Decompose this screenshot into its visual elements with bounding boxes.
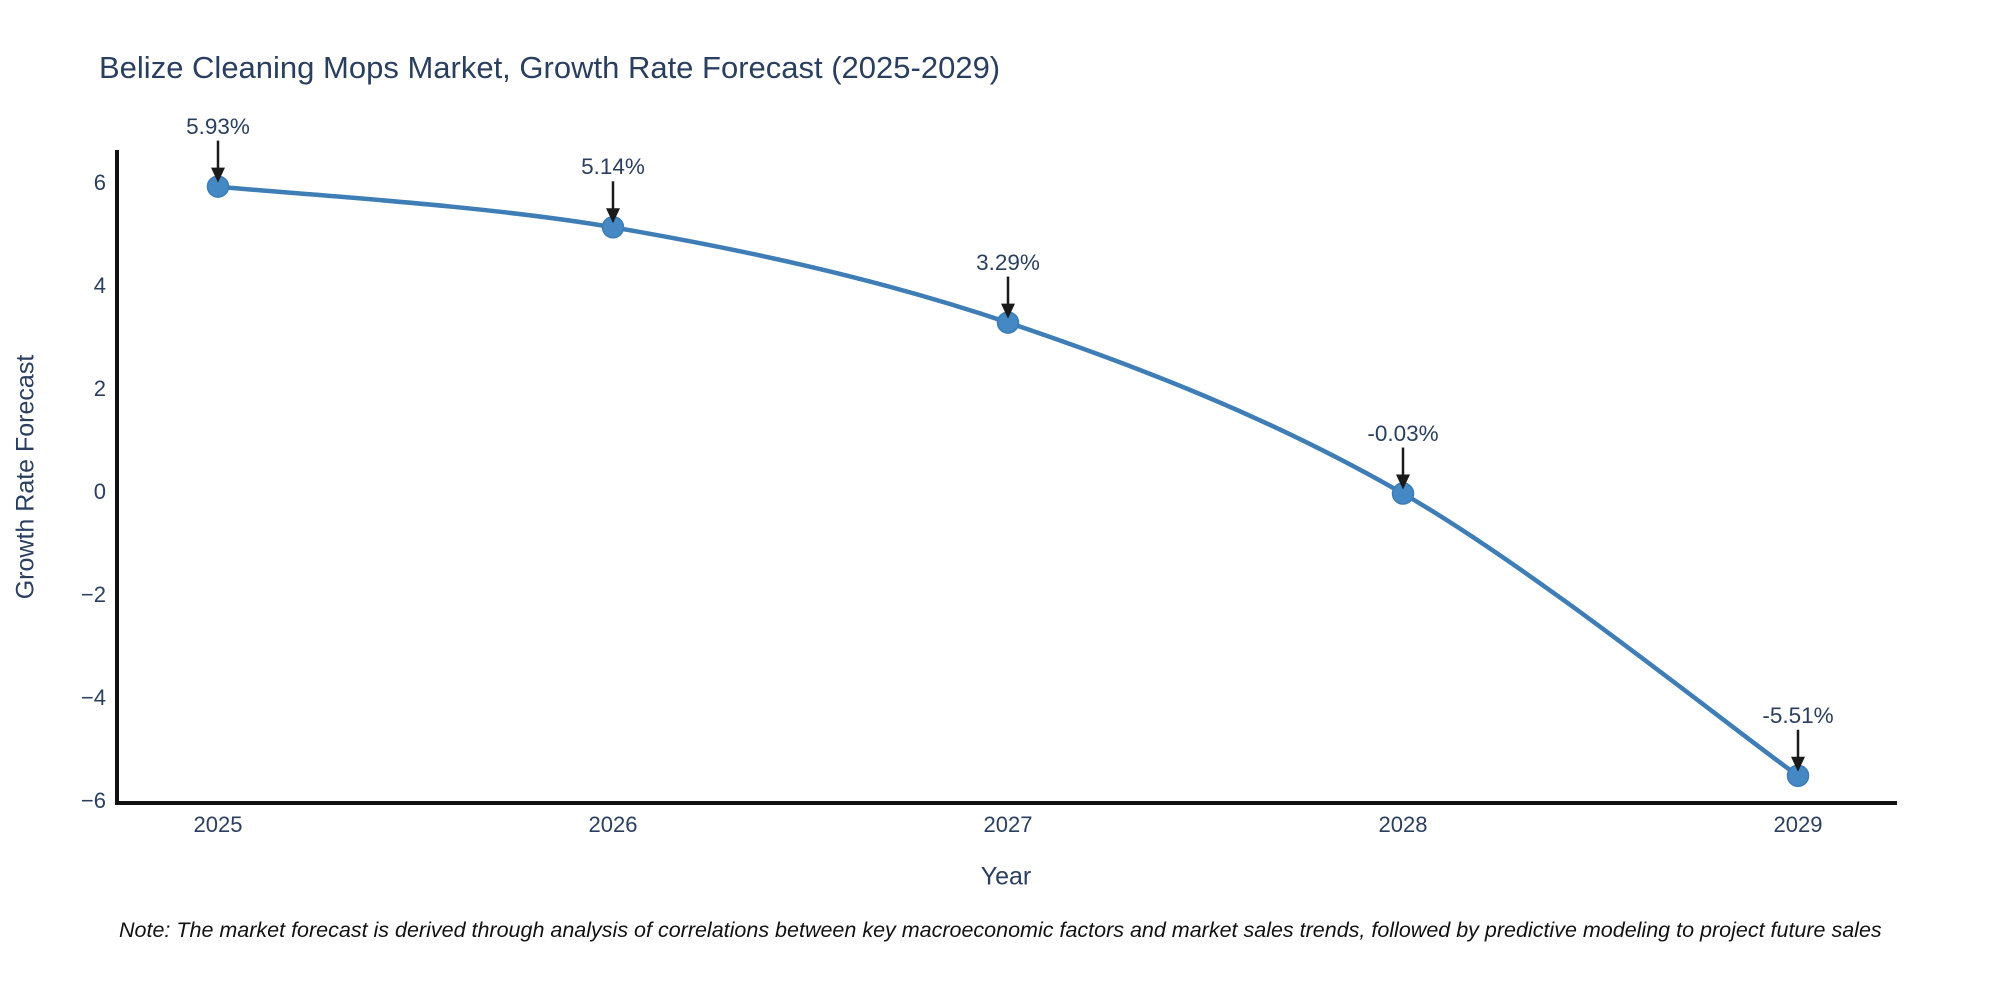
x-tick-label: 2029 [1773, 812, 1823, 837]
annotation-arrow-head [1396, 474, 1410, 490]
x-axis-title: Year [980, 862, 1032, 891]
annotation-arrow-head [606, 208, 620, 224]
y-tick-label: 4 [93, 273, 106, 298]
point-value-annotation: 5.93% [186, 113, 250, 139]
y-tick-label: −6 [80, 788, 106, 813]
annotation-arrow-head [1001, 303, 1015, 319]
y-tick-label: 6 [93, 170, 106, 195]
y-tick-label: −4 [80, 685, 106, 710]
y-tick-label: 0 [93, 479, 106, 504]
annotation-arrow-head [1791, 756, 1805, 772]
annotation-arrow-head [211, 167, 225, 183]
x-tick-label: 2027 [983, 812, 1033, 837]
point-value-annotation: -0.03% [1367, 420, 1439, 446]
x-tick-label: 2026 [588, 812, 638, 837]
x-tick-label: 2028 [1378, 812, 1428, 837]
chart-title: Belize Cleaning Mops Market, Growth Rate… [99, 50, 1001, 85]
point-value-annotation: -5.51% [1762, 702, 1834, 728]
y-tick-label: 2 [93, 376, 106, 401]
point-value-annotation: 5.14% [581, 154, 645, 180]
chart-note: Note: The market forecast is derived thr… [119, 918, 1882, 942]
y-axis-title: Growth Rate Forecast [11, 354, 40, 600]
y-tick-label: −2 [80, 582, 106, 607]
x-tick-label: 2025 [193, 812, 243, 837]
point-value-annotation: 3.29% [976, 249, 1040, 275]
